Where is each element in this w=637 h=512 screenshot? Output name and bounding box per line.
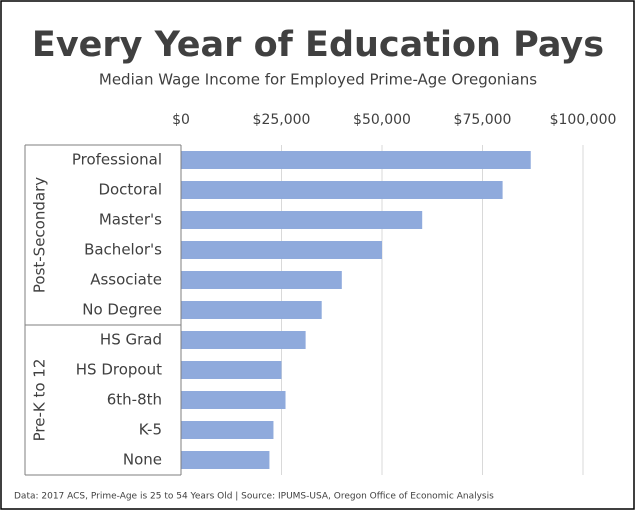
- x-tick-label: $0: [172, 112, 190, 128]
- y-tick-label: No Degree: [82, 301, 162, 319]
- bar: [181, 421, 274, 439]
- bar: [181, 151, 531, 169]
- y-tick-label: HS Dropout: [76, 361, 162, 379]
- group-label: Post-Secondary: [31, 177, 49, 293]
- bar: [181, 331, 306, 349]
- y-tick-label: HS Grad: [100, 331, 162, 349]
- y-tick-label: Bachelor's: [84, 241, 162, 259]
- y-tick-label: Professional: [72, 151, 162, 169]
- x-tick-label: $50,000: [353, 112, 411, 128]
- y-tick-label: 6th-8th: [107, 391, 162, 409]
- bar: [181, 451, 270, 469]
- group-label: Pre-K to 12: [31, 359, 49, 442]
- y-tick-label: None: [123, 451, 162, 469]
- y-tick-label: Associate: [90, 271, 162, 289]
- y-tick-label: Doctoral: [98, 181, 162, 199]
- y-tick-label: K-5: [139, 421, 162, 439]
- x-tick-label: $75,000: [454, 112, 512, 128]
- x-tick-label: $25,000: [253, 112, 311, 128]
- source-note: Data: 2017 ACS, Prime-Age is 25 to 54 Ye…: [14, 492, 494, 502]
- x-tick-label: $100,000: [550, 112, 617, 128]
- bar: [181, 271, 342, 289]
- bar: [181, 241, 382, 259]
- bar: [181, 301, 322, 319]
- bar: [181, 361, 282, 379]
- chart-title: Every Year of Education Pays: [32, 25, 604, 65]
- y-tick-label: Master's: [99, 211, 162, 229]
- bar: [181, 181, 503, 199]
- bar: [181, 391, 286, 409]
- bar: [181, 211, 423, 229]
- chart-subtitle: Median Wage Income for Employed Prime-Ag…: [99, 71, 537, 89]
